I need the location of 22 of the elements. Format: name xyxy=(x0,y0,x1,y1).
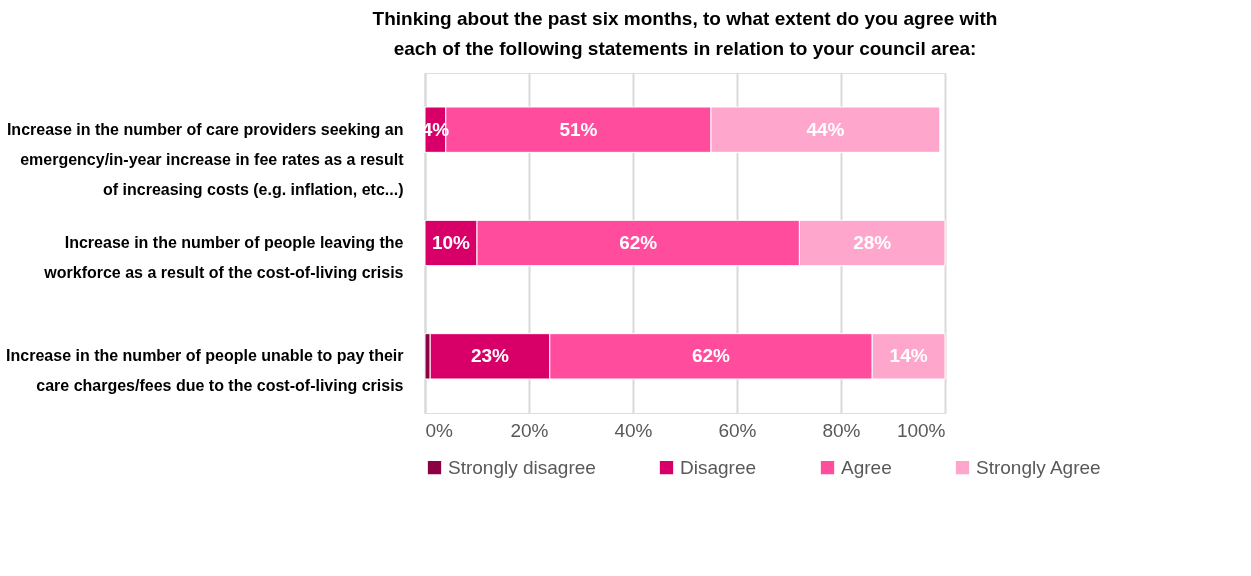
legend-label: Disagree xyxy=(680,456,757,478)
x-tick-label: 20% xyxy=(510,419,549,441)
legend-label: Strongly disagree xyxy=(448,456,596,478)
chart-title: Thinking about the past six months, to what extent do you agree with each of the following statements in relation to your council area: xyxy=(372,8,998,59)
x-tick-label: 80% xyxy=(822,419,861,441)
data-label: 14% xyxy=(889,345,928,367)
data-label: 62% xyxy=(691,345,731,367)
y-tick-label: Increase in the number of people leaving the workforce as a result of the cost-of-living crisis xyxy=(43,234,404,281)
legend-label: Strongly Agree xyxy=(976,456,1101,478)
x-tick-label: 60% xyxy=(718,419,757,441)
y-tick-label: Increase in the number of people unable to pay their care charges/fees due to the cost-of-living crisis xyxy=(6,347,404,395)
data-label: 10% xyxy=(431,232,471,253)
legend-label: Agree xyxy=(841,456,892,478)
x-tick-label: 0% xyxy=(425,419,454,441)
data-label: 51% xyxy=(559,118,598,140)
x-tick-label: 40% xyxy=(614,419,653,441)
data-label: 44% xyxy=(806,118,845,140)
data-label: 62% xyxy=(619,232,658,253)
data-label: 23% xyxy=(470,345,510,367)
x-tick-label: 100% xyxy=(896,419,946,441)
data-label: 28% xyxy=(853,232,892,253)
y-tick-label: Increase in the number of care providers seeking an emergency/in-year increase in fee rates as a result of increasing costs (e.g. inflation, etc...) xyxy=(6,120,405,198)
